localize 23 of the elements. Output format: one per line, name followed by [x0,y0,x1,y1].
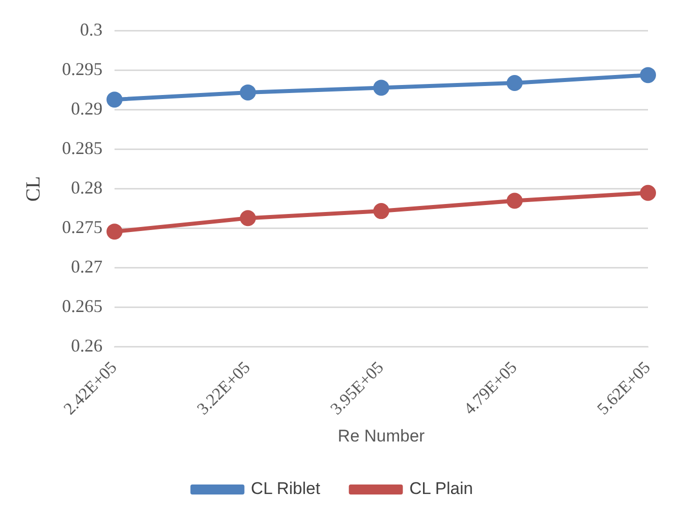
x-axis-title: Re Number [338,426,426,446]
y-tick-label: 0.295 [62,59,102,80]
y-tick-label: 0.26 [71,336,102,356]
point [240,210,256,226]
y-tick-label: 0.285 [62,138,102,158]
y-tick-label: 0.28 [71,178,102,198]
legend-label: CL Riblet [250,479,320,498]
point [373,80,390,96]
y-tick-label: 0.265 [62,296,102,316]
point [106,224,122,240]
point [506,74,523,91]
point [640,184,656,201]
y-tick-label: 0.3 [80,20,102,40]
point [373,203,390,220]
y-tick-label: 0.29 [71,98,102,119]
point [106,92,122,108]
y-tick-label: 0.27 [71,256,102,277]
point [506,192,523,209]
y-axis-title: CL [22,176,44,202]
point [640,67,656,84]
point [240,84,256,100]
y-tick-label: 0.275 [62,217,102,238]
legend-label: CL Plain [409,479,473,498]
